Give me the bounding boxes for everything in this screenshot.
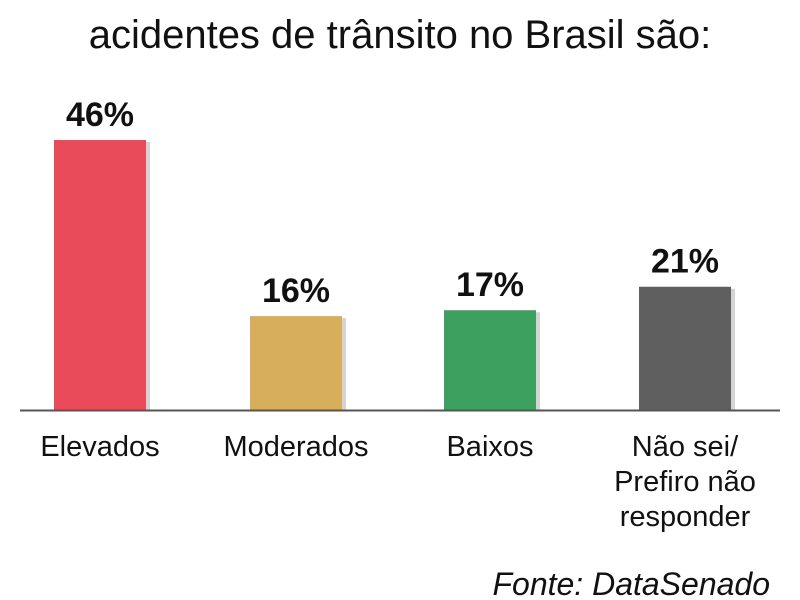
value-label-0: 46% xyxy=(66,96,134,134)
source-note: Fonte: DataSenado xyxy=(492,566,770,600)
bar-3 xyxy=(639,286,731,410)
category-label-2: Baixos xyxy=(446,431,533,463)
value-label-1: 16% xyxy=(262,272,330,310)
category-label-1: Moderados xyxy=(223,431,368,463)
bar-2 xyxy=(444,310,536,410)
chart-title: acidentes de trânsito no Brasil são: xyxy=(88,13,712,57)
category-label-3: Não sei/Prefiro não responder xyxy=(614,431,756,533)
bar-0 xyxy=(54,140,146,410)
value-label-3: 21% xyxy=(651,243,719,281)
value-label-2: 17% xyxy=(456,266,524,304)
bar-1 xyxy=(250,316,342,410)
category-label-0: Elevados xyxy=(40,431,159,463)
